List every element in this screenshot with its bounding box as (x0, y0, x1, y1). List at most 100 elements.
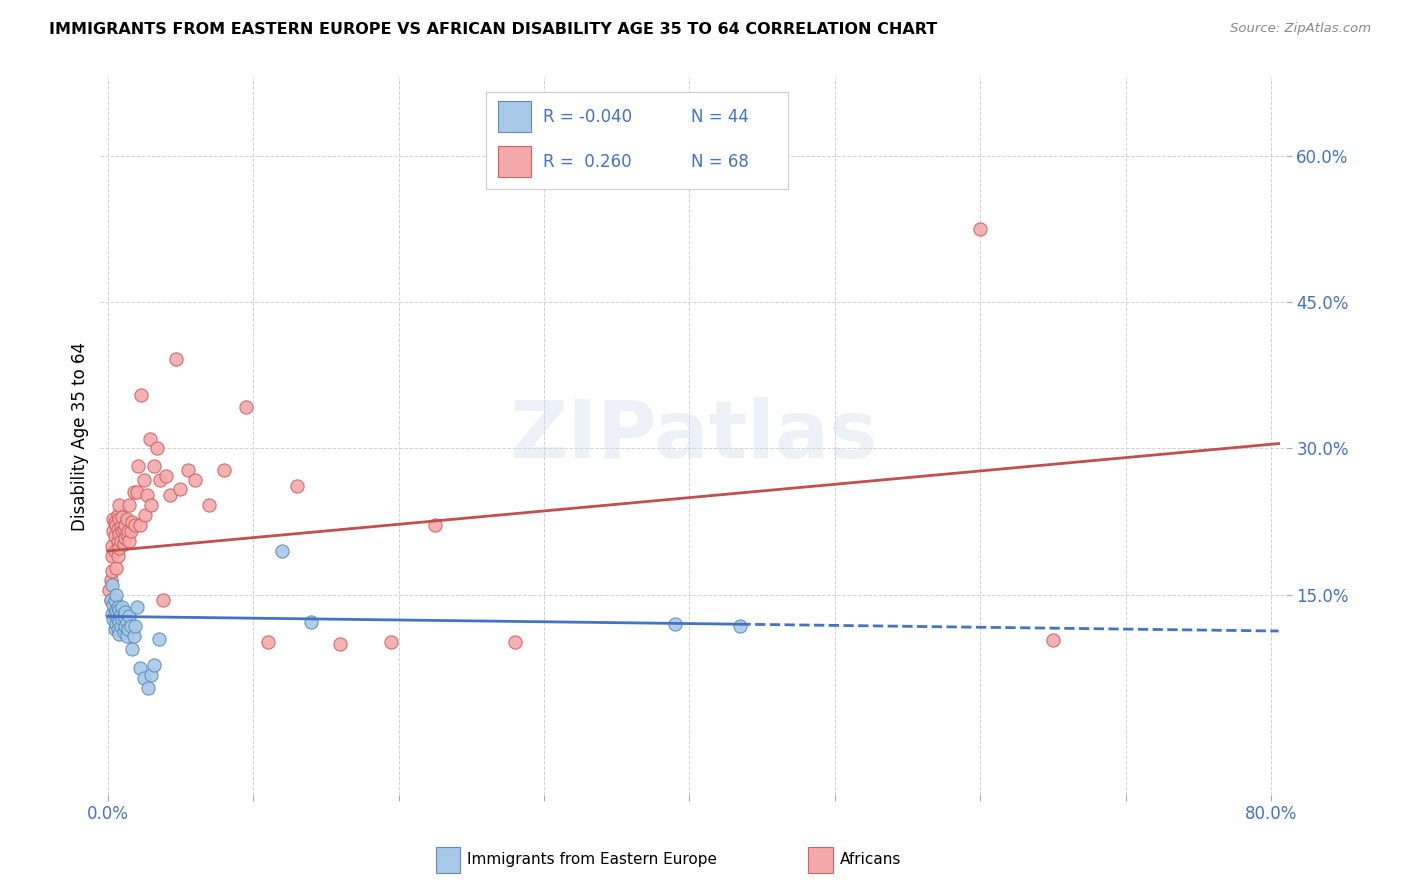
Point (105, 517, 128, 532)
Point (112, 522, 135, 536)
Point (112, 625, 135, 640)
Point (139, 432, 162, 446)
Point (115, 512, 138, 526)
Point (132, 671, 155, 685)
Point (129, 388, 152, 402)
Point (107, 622, 129, 636)
Point (143, 658, 166, 673)
Point (101, 539, 124, 553)
Point (107, 612, 129, 626)
Point (148, 632, 170, 646)
Point (98, 582, 121, 597)
Point (108, 498, 131, 512)
Point (110, 519, 132, 533)
Point (149, 473, 172, 487)
Point (118, 534, 141, 549)
FancyBboxPatch shape (436, 847, 461, 873)
Point (121, 641, 143, 656)
Point (108, 541, 131, 555)
Point (120, 619, 142, 633)
Point (127, 458, 149, 473)
Point (100, 592, 122, 607)
Point (104, 529, 127, 543)
Point (103, 512, 125, 526)
Point (110, 534, 132, 549)
Point (165, 351, 187, 366)
Text: ZIPatlas: ZIPatlas (509, 397, 877, 475)
Point (184, 473, 207, 487)
Point (112, 537, 135, 551)
Point (114, 517, 136, 532)
Point (111, 599, 134, 614)
Point (111, 509, 134, 524)
Point (110, 619, 132, 633)
FancyBboxPatch shape (808, 847, 832, 873)
Point (108, 602, 131, 616)
Point (108, 512, 131, 526)
Point (105, 588, 128, 602)
Point (135, 488, 157, 502)
Point (141, 668, 163, 682)
Point (107, 534, 129, 549)
Point (114, 619, 136, 633)
Point (969, 221, 991, 235)
Point (101, 578, 124, 592)
Point (112, 609, 135, 624)
Text: Africans: Africans (841, 853, 901, 867)
Point (105, 617, 128, 632)
Point (108, 527, 131, 541)
Point (107, 522, 129, 536)
Point (104, 622, 127, 636)
Point (114, 606, 136, 620)
Point (111, 612, 134, 626)
Point (105, 602, 128, 616)
Point (104, 544, 127, 558)
Point (134, 508, 156, 522)
Point (111, 524, 134, 539)
Point (155, 468, 177, 483)
Point (1042, 632, 1064, 647)
Point (143, 458, 166, 473)
Point (108, 615, 131, 630)
Point (100, 574, 122, 588)
Point (120, 524, 142, 539)
Point (115, 629, 138, 643)
Point (176, 463, 198, 477)
Point (152, 592, 174, 607)
Text: Immigrants from Eastern Europe: Immigrants from Eastern Europe (467, 853, 717, 867)
Point (503, 634, 526, 648)
Point (104, 607, 127, 622)
Point (169, 483, 191, 497)
Point (146, 442, 169, 456)
Point (115, 527, 138, 541)
Point (101, 607, 124, 622)
Point (128, 517, 150, 532)
Point (122, 485, 145, 500)
Point (132, 473, 155, 487)
Point (423, 517, 446, 532)
Text: Source: ZipAtlas.com: Source: ZipAtlas.com (1230, 22, 1371, 36)
Point (329, 637, 352, 651)
Point (271, 544, 294, 558)
Point (103, 524, 125, 539)
Point (104, 592, 127, 607)
Point (118, 609, 141, 624)
Point (101, 549, 124, 563)
Point (110, 607, 132, 622)
Point (105, 560, 128, 574)
Point (138, 681, 160, 695)
Point (212, 463, 235, 477)
Point (100, 592, 122, 607)
Point (118, 498, 141, 512)
Point (104, 515, 127, 529)
Point (125, 599, 148, 614)
Point (103, 612, 125, 626)
Point (380, 634, 402, 648)
Point (107, 549, 129, 563)
Point (121, 515, 143, 529)
Point (285, 478, 308, 492)
Point (141, 498, 163, 512)
Point (108, 627, 131, 641)
Point (122, 629, 145, 643)
Text: IMMIGRANTS FROM EASTERN EUROPE VS AFRICAN DISABILITY AGE 35 TO 64 CORRELATION CH: IMMIGRANTS FROM EASTERN EUROPE VS AFRICA… (49, 22, 938, 37)
